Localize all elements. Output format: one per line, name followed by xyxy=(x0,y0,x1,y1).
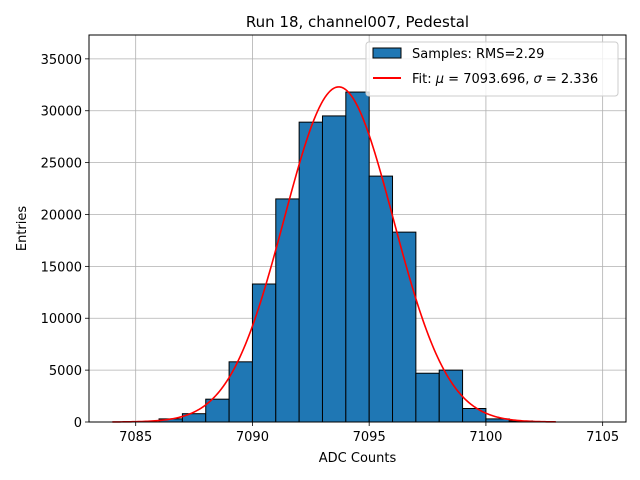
fit-curve xyxy=(112,86,556,423)
histogram-bar xyxy=(321,115,347,423)
histogram-bar xyxy=(368,175,394,423)
y-axis-label: Entries xyxy=(15,206,30,252)
legend-label-fit: Fit: μ = 7093.696, σ = 2.336 xyxy=(412,72,598,87)
histogram-bar xyxy=(345,91,370,423)
y-tick-label: 15000 xyxy=(41,260,82,275)
histogram-bars xyxy=(158,91,534,423)
y-tick-label: 35000 xyxy=(41,53,82,68)
x-tick-label: 7100 xyxy=(469,430,502,445)
histogram-bar xyxy=(251,283,277,423)
histogram-bar xyxy=(275,198,300,423)
fit-mu-text: = 7093.696, xyxy=(444,72,533,87)
x-tick-label: 7105 xyxy=(586,430,619,445)
histogram-bar xyxy=(438,369,464,423)
plot-frame xyxy=(88,34,627,423)
histogram-bar xyxy=(298,121,323,423)
y-tick-label: 5000 xyxy=(49,364,82,379)
y-tick-label: 30000 xyxy=(41,105,82,120)
x-tick-label: 7085 xyxy=(119,430,152,445)
y-tick-label: 10000 xyxy=(41,312,82,327)
legend-label-samples: Samples: RMS=2.29 xyxy=(412,47,544,62)
chart-title: Run 18, channel007, Pedestal xyxy=(246,13,469,31)
histogram-bar xyxy=(415,372,440,423)
y-tick-label: 0 xyxy=(74,416,82,431)
x-tick-label: 7095 xyxy=(353,430,386,445)
fit-prefix: Fit: xyxy=(412,72,436,87)
x-axis-label: ADC Counts xyxy=(319,451,397,466)
fit-mu-symbol: μ xyxy=(435,72,444,87)
axis-ticks: 7085 7090 7095 7100 7105 0 5000 10000 15000 20000… xyxy=(41,53,620,445)
legend: Samples: RMS=2.29 Fit: μ = 7093.696, σ =… xyxy=(365,41,619,97)
y-tick-label: 25000 xyxy=(41,157,82,172)
fit-curve-group xyxy=(112,86,556,423)
x-tick-label: 7090 xyxy=(236,430,269,445)
y-tick-label: 20000 xyxy=(41,208,82,223)
legend-swatch-samples xyxy=(372,47,402,59)
fit-sigma-text: = 2.336 xyxy=(542,72,598,87)
histogram-bar xyxy=(462,408,487,423)
legend-box xyxy=(365,41,619,97)
fit-sigma-symbol: σ xyxy=(534,72,543,87)
